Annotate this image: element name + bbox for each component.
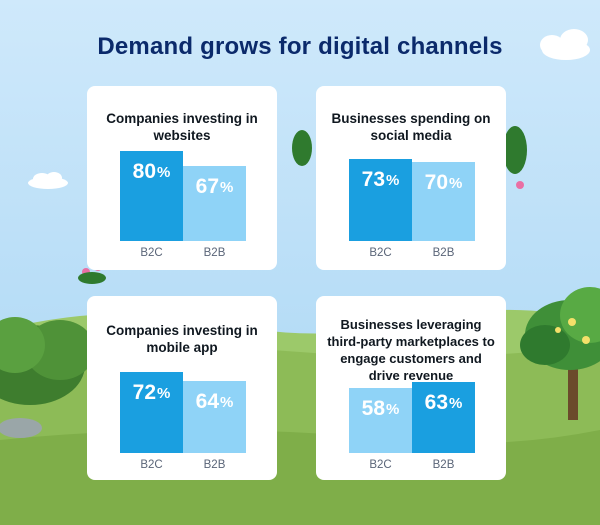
data-label: 72: [132, 381, 156, 404]
data-label: 58: [361, 397, 385, 420]
data-label-unit: %: [220, 394, 234, 411]
bar-b2c: 80%: [120, 151, 183, 241]
data-label: 80: [132, 160, 156, 183]
cloud-icon: [28, 172, 68, 189]
category-label: B2B: [432, 247, 455, 259]
chart-title: Businesses leveraging third-party market…: [327, 317, 495, 383]
category-label: B2B: [203, 459, 226, 471]
category-label: B2C: [140, 459, 163, 471]
bar-b2c: 58%: [349, 388, 412, 453]
data-label: 63: [424, 391, 448, 414]
bar-b2b: 63%: [412, 382, 475, 453]
data-label-unit: %: [449, 395, 463, 412]
bar-b2b: 70%: [412, 162, 475, 241]
data-label: 70: [424, 171, 448, 194]
data-label-unit: %: [157, 164, 171, 181]
cloud-icon: [540, 29, 590, 60]
category-label: B2B: [203, 247, 226, 259]
category-label: B2C: [369, 459, 392, 471]
data-label-unit: %: [386, 172, 400, 189]
bar-b2c: 73%: [349, 159, 412, 241]
bar-b2b: 64%: [183, 381, 246, 453]
data-label: 73: [361, 168, 385, 191]
category-label: B2B: [432, 459, 455, 471]
data-label-unit: %: [220, 179, 234, 196]
data-label-unit: %: [157, 385, 171, 402]
chart-title: Companies investing in websites: [106, 111, 258, 143]
data-label: 67: [195, 175, 219, 198]
tree-icon: [520, 287, 600, 420]
bar-b2b: 67%: [183, 166, 246, 241]
data-label-unit: %: [386, 401, 400, 418]
bar-b2c: 72%: [120, 372, 183, 453]
category-label: B2C: [140, 247, 163, 259]
data-label: 64: [195, 390, 219, 413]
data-label-unit: %: [449, 175, 463, 192]
bush-icon: [0, 317, 95, 438]
page-title: Demand grows for digital channels: [97, 33, 503, 60]
chart-title: Companies investing in mobile app: [106, 323, 258, 355]
chart-title: Businesses spending on social media: [331, 111, 491, 143]
category-label: B2C: [369, 247, 392, 259]
